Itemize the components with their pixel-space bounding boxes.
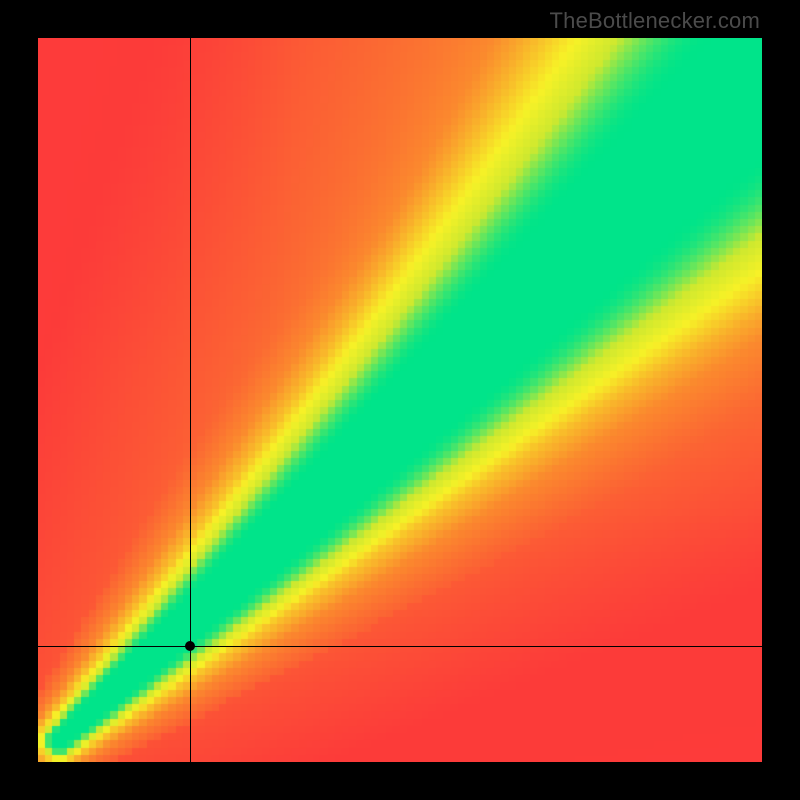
attribution-label: TheBottlenecker.com [550,8,760,34]
heatmap-frame [38,38,762,762]
bottleneck-heatmap [38,38,762,762]
